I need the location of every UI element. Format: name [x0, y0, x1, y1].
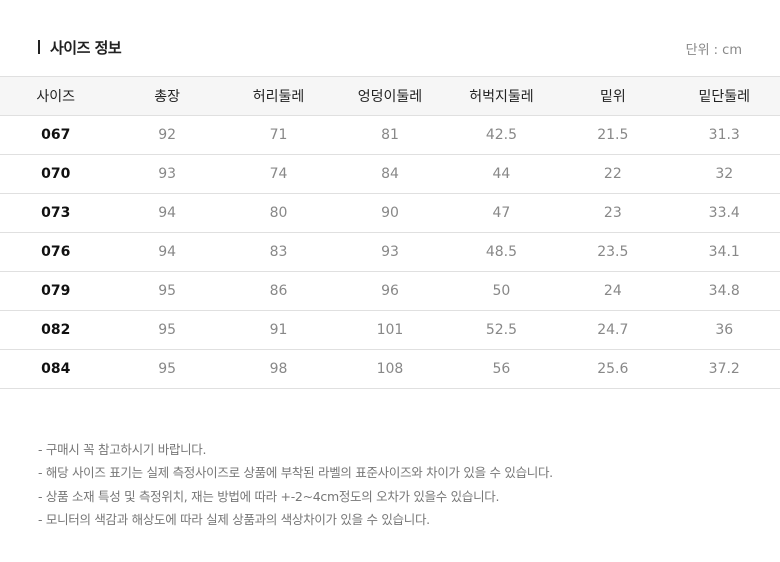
- section-title: 사이즈 정보: [38, 37, 122, 57]
- column-header: 사이즈: [0, 76, 112, 116]
- size-cell: 070: [0, 154, 112, 194]
- table-row: 067 92 71 81 42.5 21.5 31.3: [0, 115, 780, 155]
- column-header: 총장: [111, 76, 223, 116]
- value-cell: 24.7: [557, 310, 669, 350]
- value-cell: 34.1: [668, 232, 780, 272]
- value-cell: 23.5: [557, 232, 669, 272]
- table-row: 082 95 91 101 52.5 24.7 36: [0, 310, 780, 350]
- table-row: 070 93 74 84 44 22 32: [0, 154, 780, 194]
- size-cell: 067: [0, 115, 112, 155]
- value-cell: 95: [111, 349, 223, 389]
- size-cell: 076: [0, 232, 112, 272]
- value-cell: 50: [445, 271, 558, 311]
- value-cell: 34.8: [668, 271, 780, 311]
- value-cell: 94: [111, 232, 223, 272]
- value-cell: 33.4: [668, 193, 780, 233]
- value-cell: 36: [668, 310, 780, 350]
- value-cell: 80: [222, 193, 335, 233]
- value-cell: 56: [445, 349, 558, 389]
- value-cell: 37.2: [668, 349, 780, 389]
- table-header-row: 사이즈 총장 허리둘레 엉덩이둘레 허벅지둘레 밑위 밑단둘레: [0, 76, 780, 116]
- value-cell: 84: [334, 154, 446, 194]
- table-row: 079 95 86 96 50 24 34.8: [0, 271, 780, 311]
- column-header: 밑위: [557, 76, 669, 116]
- note-item: - 구매시 꼭 참고하시기 바랍니다.: [38, 442, 207, 457]
- value-cell: 23: [557, 193, 669, 233]
- value-cell: 81: [334, 115, 446, 155]
- value-cell: 52.5: [445, 310, 558, 350]
- unit-label: 단위 : cm: [685, 43, 742, 58]
- value-cell: 94: [111, 193, 223, 233]
- size-table: 사이즈 총장 허리둘레 엉덩이둘레 허벅지둘레 밑위 밑단둘레 067 92 71 81 42.5 2…: [0, 76, 780, 389]
- size-cell: 082: [0, 310, 112, 350]
- value-cell: 86: [222, 271, 335, 311]
- value-cell: 44: [445, 154, 558, 194]
- value-cell: 71: [222, 115, 335, 155]
- title-text: 사이즈 정보: [50, 38, 122, 57]
- size-cell: 084: [0, 349, 112, 389]
- value-cell: 96: [334, 271, 446, 311]
- value-cell: 91: [222, 310, 335, 350]
- column-header: 허리둘레: [222, 76, 335, 116]
- table-row: 073 94 80 90 47 23 33.4: [0, 193, 780, 233]
- value-cell: 108: [334, 349, 446, 389]
- value-cell: 31.3: [668, 115, 780, 155]
- value-cell: 32: [668, 154, 780, 194]
- column-header: 엉덩이둘레: [334, 76, 446, 116]
- value-cell: 42.5: [445, 115, 558, 155]
- value-cell: 48.5: [445, 232, 558, 272]
- note-item: - 해당 사이즈 표기는 실제 측정사이즈로 상품에 부착된 라벨의 표준사이즈…: [38, 465, 553, 481]
- value-cell: 21.5: [557, 115, 669, 155]
- value-cell: 74: [222, 154, 335, 194]
- value-cell: 90: [334, 193, 446, 233]
- value-cell: 24: [557, 271, 669, 311]
- value-cell: 22: [557, 154, 669, 194]
- note-item: - 상품 소재 특성 및 측정위치, 재는 방법에 따라 +-2~4cm정도의 …: [38, 488, 500, 504]
- value-cell: 101: [334, 310, 446, 350]
- value-cell: 95: [111, 310, 223, 350]
- value-cell: 83: [222, 232, 335, 272]
- value-cell: 93: [111, 154, 223, 194]
- value-cell: 95: [111, 271, 223, 311]
- table-row: 076 94 83 93 48.5 23.5 34.1: [0, 232, 780, 272]
- table-row: 084 95 98 108 56 25.6 37.2: [0, 349, 780, 389]
- note-item: - 모니터의 색감과 해상도에 따라 실제 상품과의 색상차이가 있을 수 있습…: [38, 511, 430, 527]
- value-cell: 93: [334, 232, 446, 272]
- value-cell: 92: [111, 115, 223, 155]
- value-cell: 25.6: [557, 349, 669, 389]
- value-cell: 47: [445, 193, 558, 233]
- notes-list: - 구매시 꼭 참고하시기 바랍니다. - 해당 사이즈 표기는 실제 측정사이즈…: [38, 438, 553, 531]
- title-bar-marker: [38, 40, 40, 54]
- size-cell: 073: [0, 193, 112, 233]
- column-header: 허벅지둘레: [445, 76, 558, 116]
- column-header: 밑단둘레: [668, 76, 780, 116]
- size-cell: 079: [0, 271, 112, 311]
- value-cell: 98: [222, 349, 335, 389]
